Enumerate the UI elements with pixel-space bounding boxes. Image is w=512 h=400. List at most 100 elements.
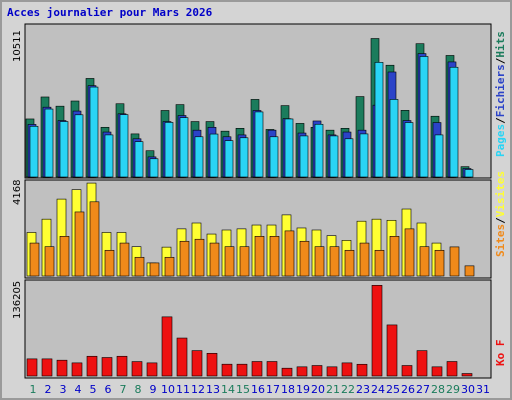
day-label-28: 28 [431, 383, 445, 396]
bar-kbytes-9 [146, 362, 158, 377]
bar-kbytes-10 [161, 316, 173, 377]
bar-pages-21 [329, 135, 339, 178]
chart-title: Acces journalier pour Mars 2026 [7, 6, 213, 19]
bar-kbytes-23 [356, 363, 368, 377]
day-label-20: 20 [311, 383, 325, 396]
bar-pages-17 [269, 136, 279, 178]
bar-pages-7 [119, 114, 129, 178]
bar-sites-10 [164, 256, 175, 277]
y-max-label-hits: 10511 [12, 30, 23, 62]
legend-ko-f: Ko F [494, 340, 507, 367]
bar-kbytes-22 [341, 362, 353, 377]
bar-kbytes-3 [56, 359, 68, 377]
day-label-14: 14 [221, 383, 235, 396]
bar-pages-9 [149, 158, 159, 178]
bar-kbytes-6 [101, 357, 113, 377]
bar-sites-25 [389, 236, 400, 277]
bar-pages-29 [449, 66, 459, 178]
bar-sites-24 [374, 249, 385, 277]
bar-pages-19 [299, 135, 309, 178]
bar-pages-1 [29, 125, 39, 178]
bar-sites-14 [224, 246, 235, 277]
day-label-18: 18 [281, 383, 295, 396]
bar-pages-4 [74, 114, 84, 178]
bar-pages-12 [194, 136, 204, 178]
bar-pages-6 [104, 134, 114, 178]
bar-sites-20 [314, 246, 325, 277]
day-label-25: 25 [386, 383, 400, 396]
bar-pages-15 [239, 137, 249, 178]
bar-sites-27 [419, 246, 430, 277]
day-label-8: 8 [135, 383, 142, 396]
day-label-13: 13 [206, 383, 220, 396]
bar-pages-24 [374, 62, 384, 178]
bar-pages-16 [254, 111, 264, 178]
bar-kbytes-1 [26, 358, 38, 377]
bar-sites-29 [449, 246, 460, 277]
day-label-24: 24 [371, 383, 385, 396]
day-label-21: 21 [326, 383, 340, 396]
bar-sites-11 [179, 240, 190, 277]
legend-visits-sites: Sites/Visites [494, 171, 507, 257]
bar-kbytes-28 [431, 366, 443, 377]
day-label-17: 17 [266, 383, 280, 396]
day-label-15: 15 [236, 383, 250, 396]
bar-kbytes-21 [326, 366, 338, 377]
bar-pages-20 [314, 123, 324, 178]
day-label-2: 2 [45, 383, 52, 396]
bar-pages-11 [179, 117, 189, 178]
bar-kbytes-7 [116, 355, 128, 377]
legend-pages-files-hits: Pages/Fichiers/Hits [494, 31, 507, 157]
bar-kbytes-17 [266, 361, 278, 377]
y-max-label-visits: 4168 [12, 180, 23, 205]
bar-kbytes-5 [86, 355, 98, 377]
bar-kbytes-12 [191, 350, 203, 377]
bar-sites-15 [239, 246, 250, 277]
day-label-27: 27 [416, 383, 430, 396]
bar-pages-10 [164, 122, 174, 178]
bar-sites-17 [269, 236, 280, 277]
bar-pages-13 [209, 133, 219, 178]
bar-pages-18 [284, 118, 294, 178]
bar-kbytes-29 [446, 361, 458, 377]
day-label-22: 22 [341, 383, 355, 396]
day-label-23: 23 [356, 383, 370, 396]
legend-fichiers: Fichiers [494, 64, 507, 117]
bar-kbytes-27 [416, 350, 428, 377]
bar-kbytes-14 [221, 363, 233, 377]
bar-kbytes-20 [311, 365, 323, 377]
bar-sites-8 [134, 256, 145, 277]
legend-sites: Sites [494, 224, 507, 257]
bar-kbytes-30 [461, 373, 473, 377]
legend-hits: Hits [494, 31, 507, 58]
day-label-29: 29 [446, 383, 460, 396]
day-label-16: 16 [251, 383, 265, 396]
legend-pages: Pages [494, 124, 507, 157]
day-label-19: 19 [296, 383, 310, 396]
bar-sites-30 [464, 265, 475, 277]
bar-pages-14 [224, 140, 234, 178]
bar-pages-28 [434, 134, 444, 178]
bar-sites-18 [284, 230, 295, 277]
legend-visites: Visites [494, 171, 507, 217]
day-label-9: 9 [150, 383, 157, 396]
bar-sites-5 [89, 201, 100, 277]
day-label-31: 31 [476, 383, 490, 396]
day-label-1: 1 [30, 383, 37, 396]
day-label-5: 5 [90, 383, 97, 396]
day-label-12: 12 [191, 383, 205, 396]
bar-sites-19 [299, 240, 310, 277]
bar-sites-6 [104, 249, 115, 277]
bar-kbytes-18 [281, 367, 293, 377]
bar-pages-26 [404, 122, 414, 178]
bar-sites-21 [329, 246, 340, 277]
bar-sites-13 [209, 242, 220, 277]
day-label-6: 6 [105, 383, 112, 396]
day-label-11: 11 [176, 383, 190, 396]
bar-pages-25 [389, 99, 399, 178]
bar-sites-7 [119, 242, 130, 277]
bar-kbytes-15 [236, 363, 248, 377]
bar-pages-3 [59, 121, 69, 178]
bar-kbytes-25 [386, 324, 398, 377]
bar-kbytes-11 [176, 337, 188, 377]
